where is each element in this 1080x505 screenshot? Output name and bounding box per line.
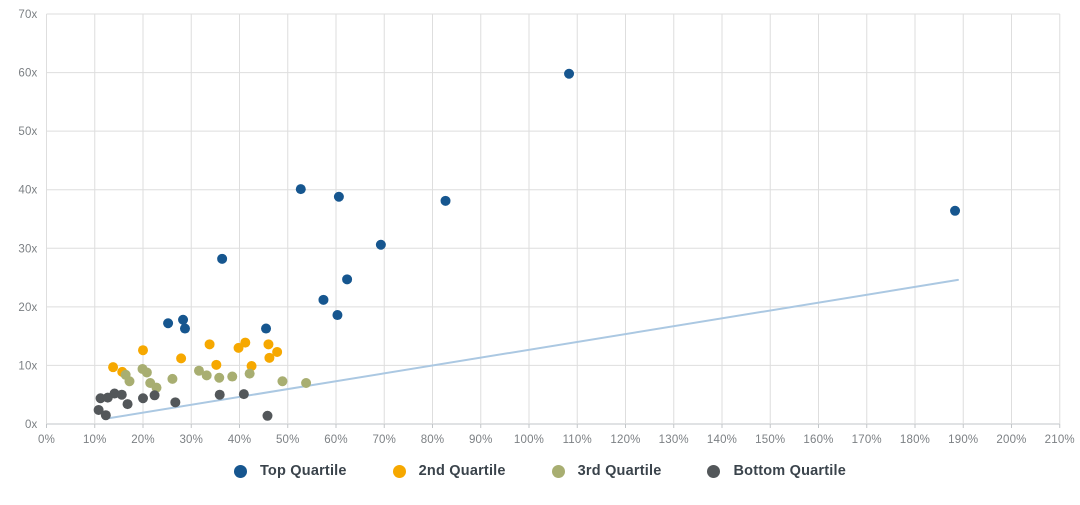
scatter-point-3rd-quartile[interactable] bbox=[193, 365, 204, 376]
scatter-point-2nd-quartile[interactable] bbox=[204, 339, 215, 350]
x-axis-tick-label: 190% bbox=[948, 434, 978, 446]
x-axis-tick-label: 90% bbox=[469, 434, 493, 446]
x-axis-tick-label: 180% bbox=[900, 434, 930, 446]
x-axis-tick-label: 60% bbox=[324, 434, 348, 446]
x-axis-tick-label: 10% bbox=[83, 434, 107, 446]
scatter-point-bottom-quartile[interactable] bbox=[170, 397, 181, 408]
scatter-point-2nd-quartile[interactable] bbox=[246, 361, 257, 372]
scatter-point-top-quartile[interactable] bbox=[440, 195, 451, 206]
chart-legend: Top Quartile 2nd Quartile 3rd Quartile Bott… bbox=[0, 463, 1080, 479]
x-axis-tick-label: 170% bbox=[852, 434, 882, 446]
scatter-point-top-quartile[interactable] bbox=[564, 68, 575, 79]
x-axis-tick-label: 40% bbox=[228, 434, 252, 446]
legend-swatch-icon bbox=[707, 464, 721, 478]
y-axis-tick-label: 70x bbox=[18, 9, 37, 21]
scatter-point-bottom-quartile[interactable] bbox=[100, 410, 111, 421]
scatter-point-bottom-quartile[interactable] bbox=[214, 389, 225, 400]
scatter-point-bottom-quartile[interactable] bbox=[262, 410, 273, 421]
legend-swatch-icon bbox=[551, 464, 565, 478]
scatter-point-top-quartile[interactable] bbox=[295, 184, 306, 195]
legend-label: Bottom Quartile bbox=[733, 463, 847, 479]
x-axis-tick-label: 130% bbox=[659, 434, 689, 446]
scatter-point-top-quartile[interactable] bbox=[178, 314, 189, 325]
x-axis-tick-label: 120% bbox=[610, 434, 640, 446]
scatter-point-top-quartile[interactable] bbox=[261, 323, 272, 334]
scatter-point-top-quartile[interactable] bbox=[375, 239, 386, 250]
scatter-point-top-quartile[interactable] bbox=[179, 323, 190, 334]
x-axis-tick-label: 20% bbox=[131, 434, 155, 446]
x-axis-tick-label: 210% bbox=[1045, 434, 1075, 446]
y-axis-tick-label: 0x bbox=[25, 419, 38, 431]
x-axis-tick-label: 160% bbox=[803, 434, 833, 446]
scatter-point-top-quartile[interactable] bbox=[332, 310, 343, 321]
x-axis-tick-label: 140% bbox=[707, 434, 737, 446]
y-axis-tick-label: 60x bbox=[18, 68, 37, 80]
plot-area: 0x 10x 20x 30x 40x 50x 60x 70x 0% 10% 20% 30% 40% 50%… bbox=[18, 9, 1075, 446]
x-axis-tick-label: 110% bbox=[563, 434, 592, 446]
scatter-point-bottom-quartile[interactable] bbox=[238, 389, 249, 400]
scatter-point-2nd-quartile[interactable] bbox=[272, 346, 283, 357]
scatter-point-2nd-quartile[interactable] bbox=[233, 342, 244, 353]
scatter-point-2nd-quartile[interactable] bbox=[211, 359, 222, 370]
scatter-point-top-quartile[interactable] bbox=[342, 274, 353, 285]
legend-label: Top Quartile bbox=[259, 463, 347, 479]
scatter-point-3rd-quartile[interactable] bbox=[244, 368, 255, 379]
y-axis-tick-label: 30x bbox=[18, 243, 37, 255]
scatter-point-bottom-quartile[interactable] bbox=[138, 393, 148, 404]
scatter-point-3rd-quartile[interactable] bbox=[227, 371, 238, 382]
y-axis-tick-label: 50x bbox=[18, 126, 37, 138]
scatter-point-2nd-quartile[interactable] bbox=[264, 352, 275, 363]
x-axis-tick-label: 0% bbox=[38, 434, 55, 446]
x-axis-tick-label: 30% bbox=[179, 434, 203, 446]
scatter-point-2nd-quartile[interactable] bbox=[263, 339, 274, 350]
scatter-point-bottom-quartile[interactable] bbox=[93, 404, 104, 415]
scatter-point-3rd-quartile[interactable] bbox=[151, 382, 162, 393]
x-axis-tick-label: 200% bbox=[996, 434, 1026, 446]
legend-label: 3rd Quartile bbox=[577, 463, 662, 479]
x-axis-tick-label: 100% bbox=[514, 434, 544, 446]
scatter-point-top-quartile[interactable] bbox=[217, 253, 228, 264]
scatter-point-3rd-quartile[interactable] bbox=[301, 378, 312, 388]
scatter-point-3rd-quartile[interactable] bbox=[167, 373, 178, 384]
legend-swatch-icon bbox=[233, 464, 247, 478]
legend-swatch-icon bbox=[392, 464, 406, 478]
scatter-point-3rd-quartile[interactable] bbox=[277, 376, 288, 387]
scatter-point-top-quartile[interactable] bbox=[163, 318, 174, 329]
x-axis-tick-label: 150% bbox=[755, 434, 785, 446]
scatter-point-3rd-quartile[interactable] bbox=[124, 376, 135, 387]
scatter-point-top-quartile[interactable] bbox=[950, 205, 961, 216]
scatter-point-2nd-quartile[interactable] bbox=[108, 362, 119, 373]
y-axis-tick-label: 10x bbox=[18, 360, 37, 372]
legend-item-2nd-quartile[interactable]: 2nd Quartile bbox=[392, 463, 506, 479]
scatter-point-top-quartile[interactable] bbox=[318, 294, 329, 305]
trend-line bbox=[102, 278, 959, 421]
legend-item-3rd-quartile[interactable]: 3rd Quartile bbox=[551, 463, 662, 479]
scatter-point-3rd-quartile[interactable] bbox=[201, 370, 212, 381]
y-axis-tick-label: 20x bbox=[18, 302, 37, 314]
scatter-point-top-quartile[interactable] bbox=[333, 191, 344, 202]
scatter-point-2nd-quartile[interactable] bbox=[138, 345, 148, 356]
x-axis-tick-label: 80% bbox=[421, 434, 445, 446]
scatter-point-3rd-quartile[interactable] bbox=[214, 372, 225, 383]
scatter-point-bottom-quartile[interactable] bbox=[122, 399, 133, 410]
scatter-point-bottom-quartile[interactable] bbox=[149, 390, 160, 401]
scatter-point-2nd-quartile[interactable] bbox=[240, 337, 251, 348]
scatter-point-3rd-quartile[interactable] bbox=[141, 367, 152, 378]
legend-label: 2nd Quartile bbox=[418, 463, 506, 479]
scatter-point-bottom-quartile[interactable] bbox=[116, 389, 127, 400]
scatter-point-2nd-quartile[interactable] bbox=[176, 353, 187, 364]
y-axis-tick-label: 40x bbox=[18, 185, 37, 197]
legend-item-top-quartile[interactable]: Top Quartile bbox=[233, 463, 347, 479]
x-axis-tick-label: 50% bbox=[276, 434, 300, 446]
legend-item-bottom-quartile[interactable]: Bottom Quartile bbox=[707, 463, 846, 479]
x-axis-tick-label: 70% bbox=[372, 434, 396, 446]
scatter-point-bottom-quartile[interactable] bbox=[95, 393, 106, 404]
